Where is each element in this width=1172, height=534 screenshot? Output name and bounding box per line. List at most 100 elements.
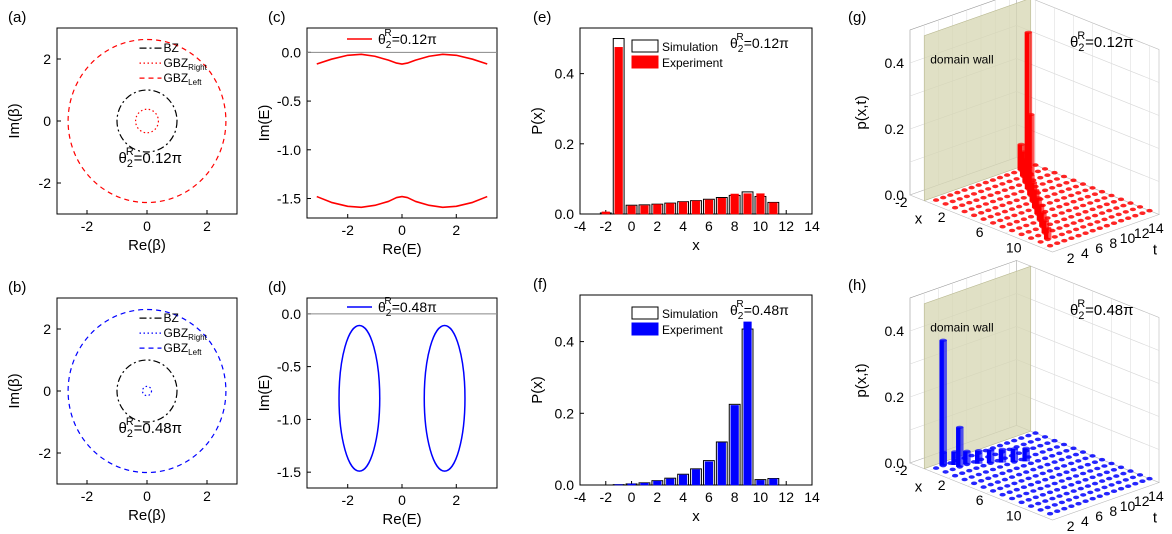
bar-3d: [1043, 228, 1049, 240]
bar-experiment: [666, 478, 675, 486]
y-tick-label-e: 0.4: [555, 66, 575, 82]
bar-experiment: [653, 480, 662, 486]
bar-3d-side: [1015, 448, 1019, 462]
t-tick-label-h: 4: [1081, 513, 1089, 529]
floor-dot: [1061, 196, 1068, 200]
floor-dot: [1046, 469, 1053, 473]
floor-dot: [1023, 223, 1030, 228]
bar-experiment: [730, 405, 739, 486]
y-axis-label-e: P(x): [529, 107, 546, 135]
x-tick-label-f: 12: [778, 489, 794, 505]
floor-dot: [1008, 207, 1016, 211]
floor-dot: [1056, 226, 1063, 230]
grid-line: [1023, 202, 1131, 241]
floor-dot: [982, 470, 990, 474]
x-axis-label-f: x: [692, 508, 700, 525]
floor-dot: [1075, 233, 1082, 238]
floor-dot: [1006, 179, 1013, 184]
floor-dot: [1146, 476, 1153, 481]
plot-frame-a: [56, 27, 238, 215]
t-tick-label-h: 10: [1120, 498, 1136, 514]
floor-dot: [1025, 208, 1032, 213]
floor-dot: [1058, 189, 1065, 194]
floor-dot: [1028, 236, 1035, 240]
bar-3d-top: [1031, 188, 1040, 192]
x-tick-label-c: -2: [341, 222, 354, 238]
bar-experiment: [704, 199, 714, 215]
floor-dot: [1089, 454, 1096, 458]
floor-dot: [978, 479, 985, 483]
x-tick-label-f: 6: [705, 489, 713, 505]
domain-wall-label: domain wall: [930, 321, 993, 335]
floor-dot: [1115, 212, 1122, 217]
svg-text:θ2R=0.48π: θ2R=0.48π: [119, 416, 182, 440]
bar-3d-top: [1027, 173, 1035, 177]
floor-dot: [1032, 431, 1039, 435]
z-axis-label-h: p(x,t): [853, 363, 870, 397]
floor-dot: [1013, 219, 1020, 224]
floor-dot: [996, 443, 1004, 448]
floor-dot: [949, 199, 956, 204]
bar-3d-top: [998, 447, 1007, 451]
floor-dot: [968, 185, 975, 190]
floor-dot: [1118, 486, 1125, 491]
floor-dot: [1046, 490, 1054, 495]
floor-dot: [1011, 192, 1018, 196]
x-tick-label-e: -4: [574, 218, 587, 234]
theta-label-b: θ2R=0.48π: [119, 416, 182, 440]
floor-dot: [1113, 474, 1120, 478]
floor-dot: [1108, 215, 1115, 219]
x-tick-label-c: 2: [452, 222, 460, 238]
floor-dot: [1087, 469, 1094, 473]
grid-line: [1042, 210, 1150, 249]
floor-dot: [1056, 204, 1063, 209]
floor-dot: [1046, 179, 1053, 184]
floor-dot: [1051, 170, 1058, 175]
floor-dot: [1047, 511, 1054, 516]
floor-dot: [1089, 228, 1096, 233]
y-tick-label-b: -2: [39, 445, 52, 461]
x-tick-label-a: 2: [203, 218, 211, 234]
floor-dot: [1089, 496, 1096, 501]
floor-dot: [978, 189, 985, 194]
floor-dot: [1056, 451, 1063, 456]
bar-3d-side: [979, 450, 983, 464]
x-tick-label-d: 0: [398, 492, 406, 508]
floor-dot: [1016, 494, 1023, 498]
x-tick-label-e: 0: [628, 218, 636, 234]
svg-text:θ2R=0.48π: θ2R=0.48π: [730, 299, 789, 322]
floor-dot: [990, 221, 997, 225]
floor-dot: [1037, 240, 1044, 244]
floor-dot: [1037, 443, 1044, 448]
plot-frame-c: [306, 27, 498, 219]
bar-3d-tall-top: [1027, 112, 1035, 117]
bar-experiment: [691, 200, 701, 215]
floor-dot: [1084, 194, 1091, 199]
floor-dot: [1139, 211, 1146, 215]
bar-experiment: [769, 202, 778, 215]
x-tick-label-f: 10: [753, 489, 769, 505]
floor-dot: [1049, 454, 1056, 458]
floor-dot: [992, 474, 999, 478]
floor-dot: [1054, 220, 1061, 224]
floor-dot: [1025, 230, 1032, 234]
floor-dot: [1053, 177, 1060, 181]
floor-dot: [1023, 470, 1030, 474]
series-line-lower-band: [316, 195, 488, 209]
floor-dot: [1013, 466, 1020, 471]
y-tick-label-a: 2: [43, 51, 51, 67]
floor-dot: [1117, 197, 1125, 202]
legend-entry-a: GBZRight: [164, 56, 208, 72]
floor-dot: [1016, 226, 1023, 230]
floor-dot: [1072, 206, 1080, 210]
x-tick-label-e: 6: [705, 218, 713, 234]
floor-dot: [933, 466, 940, 470]
floor-dot: [1108, 461, 1115, 466]
bar-3d-tall-top: [1024, 30, 1033, 34]
floor-dot: [1001, 188, 1008, 192]
floor-dot: [1070, 178, 1077, 183]
floor-dot: [1054, 488, 1061, 492]
floor-dot: [1018, 232, 1025, 237]
bar-experiment: [743, 321, 752, 486]
